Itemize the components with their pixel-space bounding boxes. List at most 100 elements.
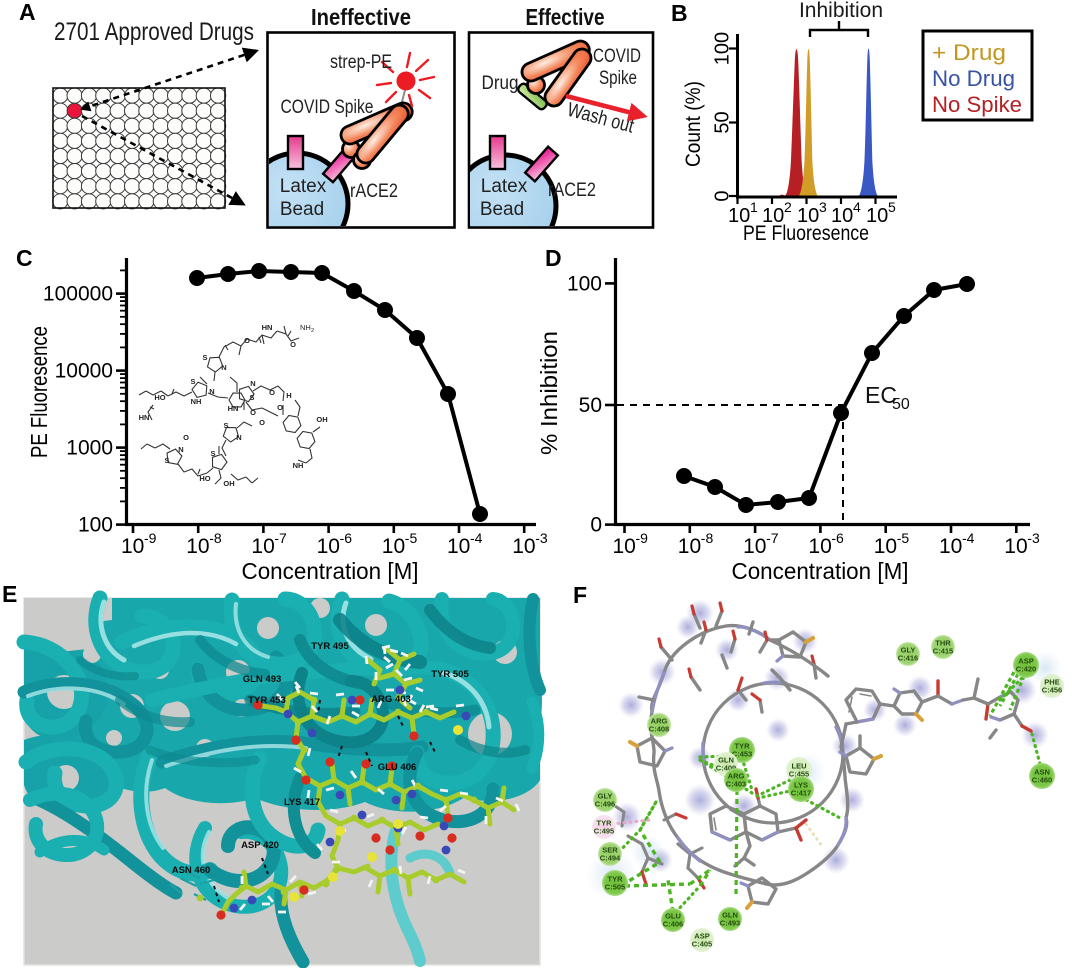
svg-text:C:460: C:460 — [1032, 776, 1052, 785]
svg-text:-6: -6 — [831, 530, 844, 546]
svg-text:C:403: C:403 — [726, 780, 746, 789]
svg-text:100000: 100000 — [43, 283, 113, 306]
svg-text:3: 3 — [819, 199, 827, 215]
svg-text:Ineffective: Ineffective — [311, 4, 411, 30]
svg-text:N: N — [221, 363, 226, 372]
svg-text:TYR: TYR — [608, 875, 624, 884]
svg-text:ASN: ASN — [1034, 768, 1050, 777]
svg-text:-3: -3 — [1027, 530, 1040, 546]
svg-text:0: 0 — [711, 190, 733, 201]
svg-text:10: 10 — [874, 535, 897, 558]
svg-text:rACE2: rACE2 — [350, 181, 398, 202]
svg-text:strep-PE: strep-PE — [330, 52, 392, 73]
svg-text:10: 10 — [512, 535, 535, 558]
svg-text:C:417: C:417 — [791, 789, 811, 798]
svg-text:-9: -9 — [144, 530, 157, 546]
svg-text:-5: -5 — [897, 530, 910, 546]
svg-text:10: 10 — [447, 535, 470, 558]
svg-text:C:416: C:416 — [898, 654, 918, 663]
svg-text:O: O — [250, 408, 256, 417]
svg-text:4: 4 — [853, 199, 861, 215]
svg-text:GLU: GLU — [665, 912, 681, 921]
svg-text:GLN: GLN — [718, 756, 734, 765]
svg-text:10: 10 — [317, 535, 340, 558]
svg-text:+ Drug: + Drug — [932, 40, 1006, 65]
svg-text:Bead: Bead — [480, 199, 524, 220]
svg-text:ARG: ARG — [728, 772, 745, 781]
svg-text:Latex: Latex — [481, 176, 528, 197]
svg-text:O: O — [290, 340, 296, 349]
svg-text:10: 10 — [382, 535, 405, 558]
svg-text:10: 10 — [251, 535, 274, 558]
svg-text:C:453: C:453 — [732, 750, 752, 759]
svg-text:N: N — [236, 433, 241, 442]
svg-text:Concentration [M]: Concentration [M] — [732, 558, 909, 584]
svg-text:S: S — [164, 456, 169, 465]
svg-text:N: N — [250, 379, 255, 388]
svg-text:NH: NH — [191, 397, 202, 406]
svg-text:2: 2 — [784, 199, 792, 215]
svg-text:F: F — [573, 582, 587, 608]
svg-text:D: D — [545, 245, 562, 271]
svg-text:GLY: GLY — [901, 646, 916, 655]
svg-text:% Inhibition: % Inhibition — [536, 331, 562, 455]
svg-text:SER: SER — [602, 846, 618, 855]
svg-text:Concentration [M]: Concentration [M] — [242, 558, 419, 584]
svg-text:2: 2 — [311, 328, 314, 334]
svg-text:ASP: ASP — [694, 932, 709, 941]
svg-text:100: 100 — [78, 514, 113, 537]
svg-text:THR: THR — [935, 639, 951, 648]
svg-text:NH: NH — [293, 461, 304, 470]
svg-text:GLU 406: GLU 406 — [378, 762, 417, 773]
svg-text:10: 10 — [743, 535, 766, 558]
svg-text:LYS 417: LYS 417 — [284, 797, 320, 808]
svg-text:10: 10 — [808, 535, 831, 558]
svg-text:A: A — [19, 0, 36, 25]
svg-text:PHE: PHE — [1044, 678, 1059, 687]
svg-text:HN: HN — [139, 413, 150, 422]
svg-text:B: B — [671, 0, 688, 26]
svg-text:O: O — [269, 388, 275, 397]
svg-text:Bead: Bead — [280, 199, 324, 220]
svg-text:LYS: LYS — [794, 781, 808, 790]
svg-text:10: 10 — [866, 205, 888, 227]
svg-text:C:408: C:408 — [649, 725, 669, 734]
svg-text:COVID Spike: COVID Spike — [281, 97, 374, 118]
svg-text:ASN 460: ASN 460 — [172, 865, 211, 876]
svg-text:Drug: Drug — [482, 73, 519, 94]
svg-text:N: N — [178, 445, 183, 454]
svg-text:Inhibition: Inhibition — [799, 0, 883, 22]
svg-text:C:496: C:496 — [595, 800, 615, 809]
svg-text:TYR 505: TYR 505 — [431, 669, 469, 680]
svg-text:S: S — [223, 421, 228, 430]
svg-text:HO: HO — [199, 474, 210, 483]
svg-text:100: 100 — [711, 32, 733, 65]
svg-text:-8: -8 — [209, 530, 222, 546]
svg-text:0: 0 — [590, 514, 602, 537]
svg-text:10: 10 — [678, 535, 701, 558]
svg-text:-8: -8 — [701, 530, 714, 546]
svg-text:C:505: C:505 — [605, 883, 625, 892]
svg-text:HN: HN — [228, 404, 239, 413]
svg-text:C:409: C:409 — [716, 764, 736, 773]
svg-text:-7: -7 — [766, 530, 779, 546]
svg-text:H: H — [286, 391, 291, 400]
svg-text:EC: EC — [865, 382, 897, 408]
svg-text:1: 1 — [750, 199, 758, 215]
svg-text:TYR: TYR — [735, 742, 751, 751]
svg-text:E: E — [2, 581, 17, 607]
svg-text:C:405: C:405 — [692, 940, 712, 949]
svg-text:ARG: ARG — [651, 717, 668, 726]
svg-text:HN: HN — [262, 323, 273, 332]
svg-text:N: N — [209, 387, 214, 396]
svg-text:5: 5 — [888, 199, 896, 215]
svg-text:C:495: C:495 — [594, 827, 614, 836]
svg-text:PE Fluoresence: PE Fluoresence — [26, 326, 52, 458]
svg-text:No Drug: No Drug — [932, 66, 1015, 91]
svg-text:1000: 1000 — [66, 437, 113, 460]
svg-text:ASP: ASP — [1018, 657, 1033, 666]
svg-text:10: 10 — [728, 205, 750, 227]
svg-text:10: 10 — [762, 205, 784, 227]
svg-text:C:456: C:456 — [1042, 686, 1062, 695]
svg-text:S: S — [190, 377, 195, 386]
